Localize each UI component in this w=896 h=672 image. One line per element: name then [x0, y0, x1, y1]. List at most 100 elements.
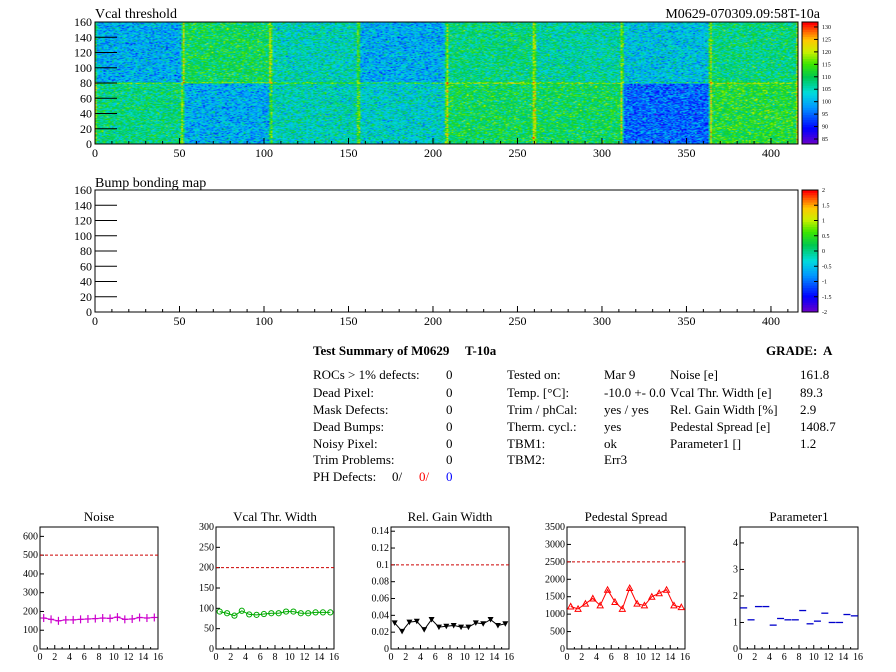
z-tick-label: 2 [822, 188, 825, 194]
color-scale-frame [801, 21, 819, 145]
series-line [570, 586, 682, 610]
result-value: 1408.7 [800, 419, 836, 434]
z-tick-label: 120 [822, 50, 831, 56]
data-point [566, 602, 575, 610]
y-tick-label: 0.08 [372, 577, 390, 588]
y-tick-label: 80 [80, 76, 92, 90]
color-scale-band [802, 61, 818, 64]
color-scale-band [802, 268, 818, 271]
data-point [662, 585, 671, 593]
x-tick-label: 2 [228, 652, 233, 663]
x-tick-label: 0 [92, 146, 98, 160]
data-point [290, 608, 297, 615]
x-tick-label: 2 [52, 652, 57, 663]
y-tick-label: 40 [80, 275, 92, 289]
y-tick-label: 1000 [545, 609, 565, 620]
data-point [40, 614, 47, 623]
color-scale-band [802, 131, 818, 135]
y-tick-label: 0.12 [372, 543, 390, 554]
color-scale-band [802, 129, 818, 133]
color-scale-band [802, 126, 818, 130]
x-tick-label: 0 [738, 652, 743, 663]
data-point [312, 609, 319, 616]
ph-defects-value-1: 0/ [392, 469, 403, 484]
color-scale-band [802, 207, 818, 210]
x-tick-label: 6 [433, 652, 438, 663]
color-scale-band [802, 253, 818, 257]
x-tick-label: 14 [838, 652, 848, 663]
z-tick-label: 130 [822, 25, 831, 31]
z-tick-label: 0 [822, 249, 825, 255]
condition-value: yes [604, 419, 622, 434]
data-point [223, 610, 231, 617]
color-scale-band [802, 211, 818, 215]
data-point [55, 616, 62, 625]
condition-label: Temp. [°C]: [507, 385, 570, 400]
condition-value: Mar 9 [604, 367, 636, 382]
y-tick-label: 300 [23, 588, 38, 599]
x-tick-label: 0 [214, 652, 219, 663]
y-tick-label: 100 [23, 625, 38, 636]
z-tick-label: -2 [822, 310, 827, 316]
color-scale-band [802, 282, 818, 286]
x-tick-label: 100 [255, 314, 273, 328]
x-tick-label: 12 [475, 652, 485, 663]
result-label: Rel. Gain Width [%] [670, 402, 778, 417]
defect-label: Dead Bumps: [313, 419, 385, 434]
defect-label: Mask Defects: [313, 402, 389, 417]
y-tick-label: 0.04 [372, 610, 390, 621]
result-value: 89.3 [800, 385, 823, 400]
color-scale-band [802, 141, 818, 145]
color-scale-band [802, 224, 818, 227]
mini-chart-frame [39, 526, 159, 650]
y-tick-label: 120 [74, 214, 92, 228]
data-point [406, 619, 413, 626]
data-point [121, 615, 128, 624]
y-tick-label: 140 [74, 30, 92, 44]
x-tick-label: 4 [767, 652, 772, 663]
x-tick-label: 0 [92, 314, 98, 328]
color-scale-band [802, 199, 818, 203]
data-point [596, 601, 605, 609]
x-tick-label: 16 [853, 652, 863, 663]
y-tick-label: 2 [733, 591, 738, 602]
data-point [502, 621, 509, 627]
condition-value: -10.0 +- 0.0 [604, 385, 666, 400]
threshold-map: 0 50 100 150 200 250 300 350 4000204060801001201… [74, 15, 799, 160]
defect-label: Noisy Pixel: [313, 436, 378, 451]
y-tick-label: 3000 [545, 539, 565, 550]
x-tick-label: 2 [403, 652, 408, 663]
data-point [655, 589, 664, 597]
x-tick-label: 150 [339, 146, 357, 160]
color-scale-band [802, 119, 818, 123]
result-label: Parameter1 [] [670, 436, 742, 451]
result-value: 161.8 [800, 367, 830, 382]
y-tick-label: 3500 [545, 522, 565, 533]
y-tick-label: 0 [86, 137, 92, 151]
color-scale-band [802, 270, 818, 274]
data-point [92, 614, 99, 623]
mini-chart-title: Vcal Thr. Width [233, 509, 317, 524]
color-scale-band [802, 202, 818, 206]
x-tick-label: 6 [609, 652, 614, 663]
x-tick-label: 350 [677, 146, 695, 160]
color-scale-band [802, 43, 818, 47]
color-scale-band [802, 58, 818, 62]
data-point [625, 583, 634, 591]
x-tick-label: 200 [424, 314, 442, 328]
x-tick-label: 8 [97, 652, 102, 663]
data-point [327, 609, 334, 616]
x-tick-label: 0 [565, 652, 570, 663]
z-tick-label: 115 [822, 62, 831, 68]
color-scale-band [802, 190, 818, 193]
data-point [260, 610, 268, 618]
color-scale-band [802, 36, 818, 40]
data-point [450, 622, 457, 629]
data-point [129, 614, 136, 623]
bump-map: 0 50 100 150 200 250 300 350 4000204060801001201… [74, 183, 799, 328]
defect-label: ROCs > 1% defects: [313, 367, 420, 382]
color-scale-band [802, 63, 818, 67]
x-tick-label: 10 [109, 652, 119, 663]
